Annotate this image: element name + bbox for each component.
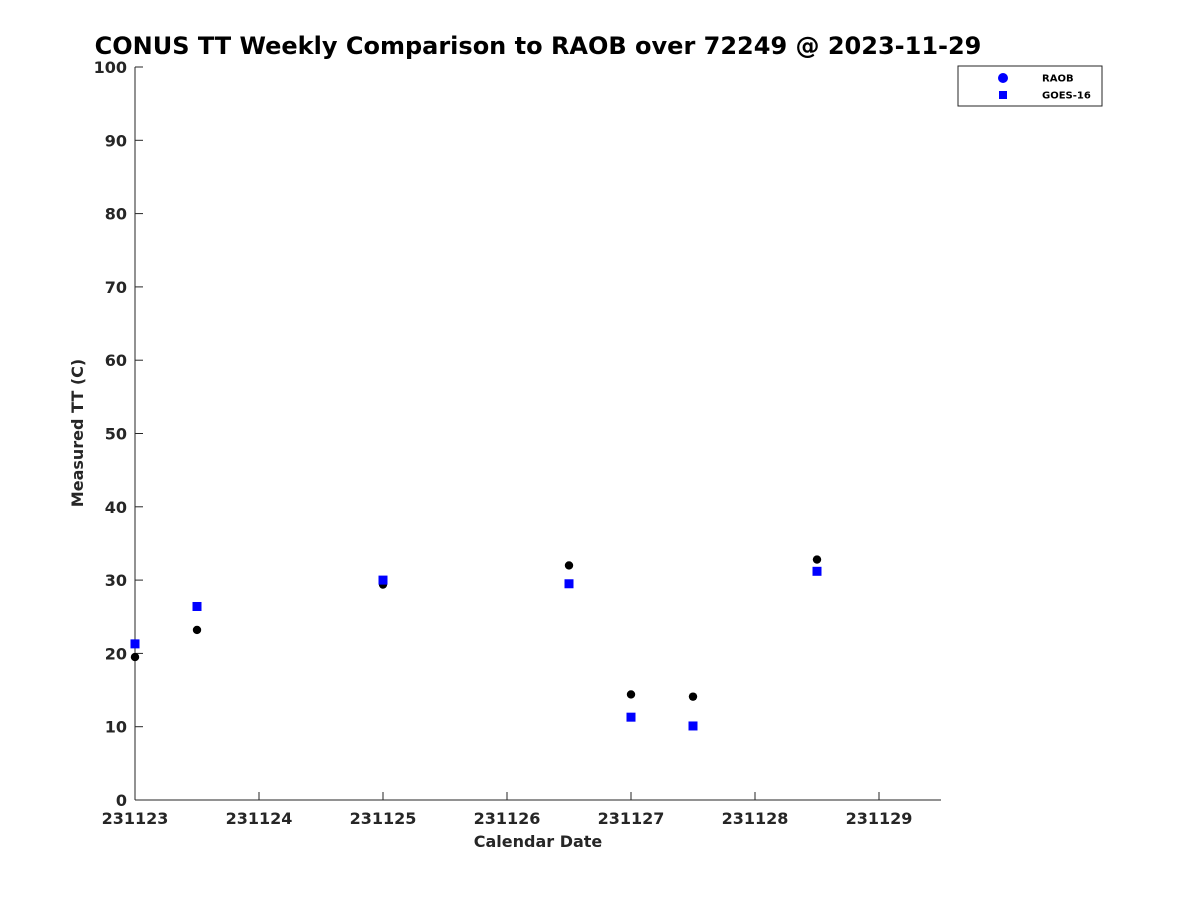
data-marks: [130, 555, 822, 731]
raob-point: [626, 690, 636, 699]
raob-point: [192, 625, 202, 635]
chart-title: CONUS TT Weekly Comparison to RAOB over …: [95, 32, 982, 60]
x-ticks: 231123 231124 231125 231126 231127 231128 2311…: [102, 792, 913, 828]
legend-box: [957, 65, 1103, 107]
goes16-point: [564, 579, 574, 589]
y-tick-label: 60: [105, 351, 127, 370]
y-tick-label: 100: [94, 58, 127, 77]
goes16-point: [626, 712, 636, 722]
y-tick-label: 70: [105, 278, 127, 297]
y-tick-label: 20: [105, 644, 127, 663]
x-tick-label: 231123: [102, 809, 169, 828]
x-tick-label: 231128: [722, 809, 789, 828]
raob-point: [688, 692, 698, 701]
y-tick-label: 0: [116, 791, 127, 810]
legend-marker-goes16: [999, 91, 1007, 99]
y-tick-label: 40: [105, 498, 127, 517]
x-tick-label: 231126: [474, 809, 541, 828]
y-tick-label: 10: [105, 718, 127, 737]
legend: RAOB GOES-16: [957, 65, 1103, 107]
legend-marker-raob: [998, 73, 1008, 83]
x-axis-label: Calendar Date: [474, 832, 603, 851]
goes16-point: [812, 566, 822, 576]
y-tick-label: 30: [105, 571, 127, 590]
y-tick-label: 90: [105, 131, 127, 150]
goes16-point: [192, 601, 202, 611]
raob-point: [130, 652, 140, 662]
x-tick-label: 231129: [846, 809, 913, 828]
x-tick-label: 231124: [226, 809, 293, 828]
x-tick-label: 231125: [350, 809, 417, 828]
y-tick-label: 50: [105, 425, 127, 444]
y-ticks: 0 10 20 30 40 50 60 70 80 90 100: [94, 58, 143, 810]
y-axis-label: Measured TT (C): [68, 359, 87, 507]
goes16-point: [130, 639, 140, 649]
x-tick-label: 231127: [598, 809, 665, 828]
legend-items: RAOB GOES-16: [998, 73, 1091, 102]
raob-point: [812, 555, 822, 564]
goes16-point: [378, 575, 388, 585]
legend-label: GOES-16: [1042, 91, 1091, 102]
y-tick-label: 80: [105, 205, 127, 224]
raob-point: [564, 561, 574, 570]
legend-label: RAOB: [1042, 74, 1074, 85]
goes16-point: [688, 721, 698, 731]
